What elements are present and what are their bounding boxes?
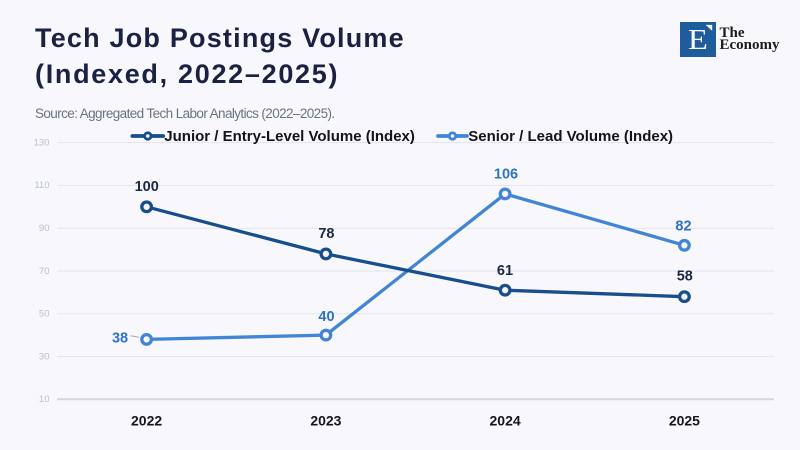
svg-text:40: 40: [318, 309, 334, 325]
svg-text:100: 100: [135, 179, 159, 195]
svg-text:90: 90: [39, 223, 50, 234]
svg-text:61: 61: [497, 263, 513, 279]
svg-text:78: 78: [318, 226, 334, 242]
svg-text:Senior / Lead Volume (Index): Senior / Lead Volume (Index): [468, 128, 673, 145]
svg-text:2023: 2023: [310, 413, 341, 429]
svg-text:50: 50: [39, 309, 50, 320]
svg-text:58: 58: [677, 269, 693, 285]
svg-text:2022: 2022: [131, 413, 162, 429]
svg-text:130: 130: [34, 137, 50, 148]
svg-text:2025: 2025: [669, 413, 700, 429]
svg-text:38: 38: [112, 330, 128, 346]
svg-text:70: 70: [39, 266, 50, 277]
svg-text:10: 10: [39, 394, 50, 405]
svg-text:110: 110: [34, 180, 49, 191]
svg-text:106: 106: [494, 166, 518, 182]
svg-text:82: 82: [675, 219, 691, 235]
svg-text:30: 30: [39, 351, 50, 362]
svg-text:Junior / Entry-Level Volume (I: Junior / Entry-Level Volume (Index): [164, 128, 415, 145]
svg-text:2024: 2024: [490, 413, 521, 429]
